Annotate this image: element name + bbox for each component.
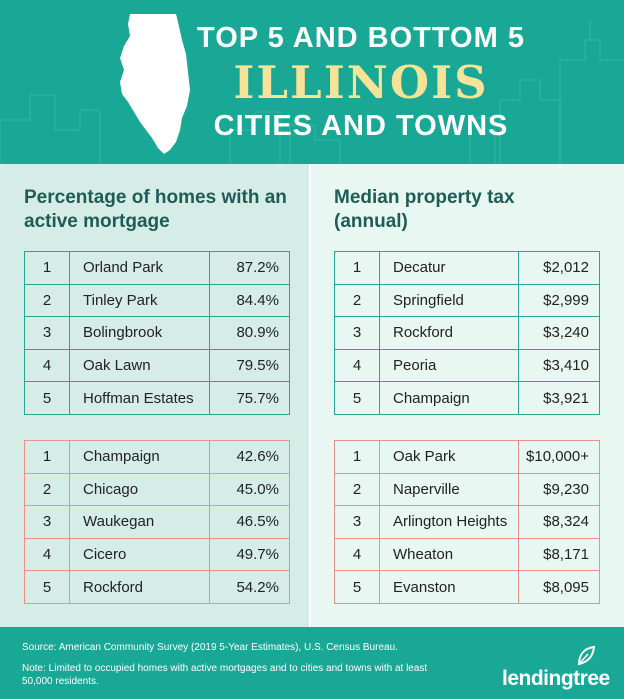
- table-row: 2 Springfield $2,999: [334, 283, 600, 318]
- value-cell: $3,240: [518, 316, 600, 350]
- note-text: Note: Limited to occupied homes with act…: [22, 663, 428, 687]
- value-cell: $8,171: [518, 537, 600, 572]
- city-cell: Bolingbrook: [69, 316, 210, 350]
- value-cell: $3,410: [518, 348, 600, 383]
- city-cell: Springfield: [379, 283, 519, 318]
- table-row: 4 Oak Lawn 79.5%: [24, 348, 290, 383]
- rank-cell: 3: [334, 316, 380, 350]
- illinois-map-icon: [120, 14, 190, 154]
- city-cell: Hoffman Estates: [69, 381, 210, 415]
- title-bottom: CITIES AND TOWNS: [213, 110, 509, 142]
- value-cell: 75.7%: [209, 381, 290, 415]
- rank-cell: 1: [334, 251, 380, 285]
- rank-cell: 2: [334, 472, 380, 507]
- property-tax-bottom5-table: 1 Oak Park $10,000+ 2 Naperville $9,230 3 Arlin…: [334, 440, 600, 604]
- header-banner: TOP 5 AND BOTTOM 5 ILLINOIS CITIES AND T…: [0, 0, 624, 164]
- rank-cell: 1: [334, 440, 380, 474]
- table-row: 3 Arlington Heights $8,324: [334, 505, 600, 539]
- rank-cell: 2: [334, 283, 380, 318]
- city-cell: Wheaton: [379, 537, 519, 572]
- value-cell: 45.0%: [209, 472, 290, 507]
- city-cell: Tinley Park: [69, 283, 210, 318]
- table-row: 4 Wheaton $8,171: [334, 537, 600, 572]
- rank-cell: 1: [24, 251, 70, 285]
- rank-cell: 3: [24, 316, 70, 350]
- value-cell: $8,095: [518, 570, 600, 604]
- table-row: 5 Hoffman Estates 75.7%: [24, 381, 290, 415]
- title-state: ILLINOIS: [233, 56, 489, 109]
- rank-cell: 4: [334, 348, 380, 383]
- value-cell: 46.5%: [209, 505, 290, 539]
- table-row: 4 Cicero 49.7%: [24, 537, 290, 572]
- table-row: 2 Naperville $9,230: [334, 472, 600, 507]
- city-cell: Arlington Heights: [379, 505, 519, 539]
- city-cell: Peoria: [379, 348, 519, 383]
- rank-cell: 5: [334, 570, 380, 604]
- value-cell: $8,324: [518, 505, 600, 539]
- table-row: 3 Bolingbrook 80.9%: [24, 316, 290, 350]
- table-row: 5 Evanston $8,095: [334, 570, 600, 604]
- table-row: 1 Champaign 42.6%: [24, 440, 290, 474]
- mortgage-top5-table: 1 Orland Park 87.2% 2 Tinley Park 84.4% 3 Bolin…: [24, 251, 290, 415]
- rank-cell: 3: [24, 505, 70, 539]
- value-cell: $2,999: [518, 283, 600, 318]
- table-row: 1 Oak Park $10,000+: [334, 440, 600, 474]
- value-cell: $2,012: [518, 251, 600, 285]
- rank-cell: 2: [24, 283, 70, 318]
- rank-cell: 4: [24, 537, 70, 572]
- source-text: Source: American Community Survey (2019 …: [22, 642, 398, 653]
- skyline-background: [0, 20, 624, 164]
- footer: Source: American Community Survey (2019 …: [0, 627, 624, 699]
- table-row: 5 Champaign $3,921: [334, 381, 600, 415]
- city-cell: Orland Park: [69, 251, 210, 285]
- rank-cell: 4: [334, 537, 380, 572]
- rank-cell: 4: [24, 348, 70, 383]
- city-cell: Champaign: [69, 440, 210, 474]
- city-cell: Evanston: [379, 570, 519, 604]
- city-cell: Oak Park: [379, 440, 519, 474]
- table-row: 4 Peoria $3,410: [334, 348, 600, 383]
- city-cell: Decatur: [379, 251, 519, 285]
- table-row: 2 Tinley Park 84.4%: [24, 283, 290, 318]
- leaf-icon: [577, 645, 596, 666]
- value-cell: 84.4%: [209, 283, 290, 318]
- rank-cell: 1: [24, 440, 70, 474]
- table-row: 3 Rockford $3,240: [334, 316, 600, 350]
- value-cell: $9,230: [518, 472, 600, 507]
- title-top: TOP 5 AND BOTTOM 5: [197, 22, 525, 54]
- table-row: 1 Decatur $2,012: [334, 251, 600, 285]
- city-cell: Rockford: [379, 316, 519, 350]
- city-cell: Rockford: [69, 570, 210, 604]
- city-cell: Cicero: [69, 537, 210, 572]
- value-cell: $10,000+: [518, 440, 600, 474]
- city-cell: Champaign: [379, 381, 519, 415]
- lendingtree-logo[interactable]: lendingtree: [502, 667, 610, 690]
- value-cell: 42.6%: [209, 440, 290, 474]
- table-row: 5 Rockford 54.2%: [24, 570, 290, 604]
- value-cell: 49.7%: [209, 537, 290, 572]
- table-row: 2 Chicago 45.0%: [24, 472, 290, 507]
- city-cell: Naperville: [379, 472, 519, 507]
- mortgage-heading: Percentage of homes with an active mortg…: [24, 187, 287, 232]
- property-tax-top5-table: 1 Decatur $2,012 2 Springfield $2,999 3 Rockfor…: [334, 251, 600, 415]
- value-cell: 80.9%: [209, 316, 290, 350]
- city-cell: Oak Lawn: [69, 348, 210, 383]
- rank-cell: 5: [24, 570, 70, 604]
- rank-cell: 5: [24, 381, 70, 415]
- rank-cell: 2: [24, 472, 70, 507]
- value-cell: 79.5%: [209, 348, 290, 383]
- table-row: 3 Waukegan 46.5%: [24, 505, 290, 539]
- city-cell: Chicago: [69, 472, 210, 507]
- mortgage-bottom5-table: 1 Champaign 42.6% 2 Chicago 45.0% 3 Waukegan 46.…: [24, 440, 290, 604]
- rank-cell: 5: [334, 381, 380, 415]
- rank-cell: 3: [334, 505, 380, 539]
- table-row: 1 Orland Park 87.2%: [24, 251, 290, 285]
- value-cell: $3,921: [518, 381, 600, 415]
- city-cell: Waukegan: [69, 505, 210, 539]
- panel-divider: [309, 164, 311, 627]
- value-cell: 54.2%: [209, 570, 290, 604]
- property-tax-heading: Median property tax (annual): [334, 187, 515, 232]
- value-cell: 87.2%: [209, 251, 290, 285]
